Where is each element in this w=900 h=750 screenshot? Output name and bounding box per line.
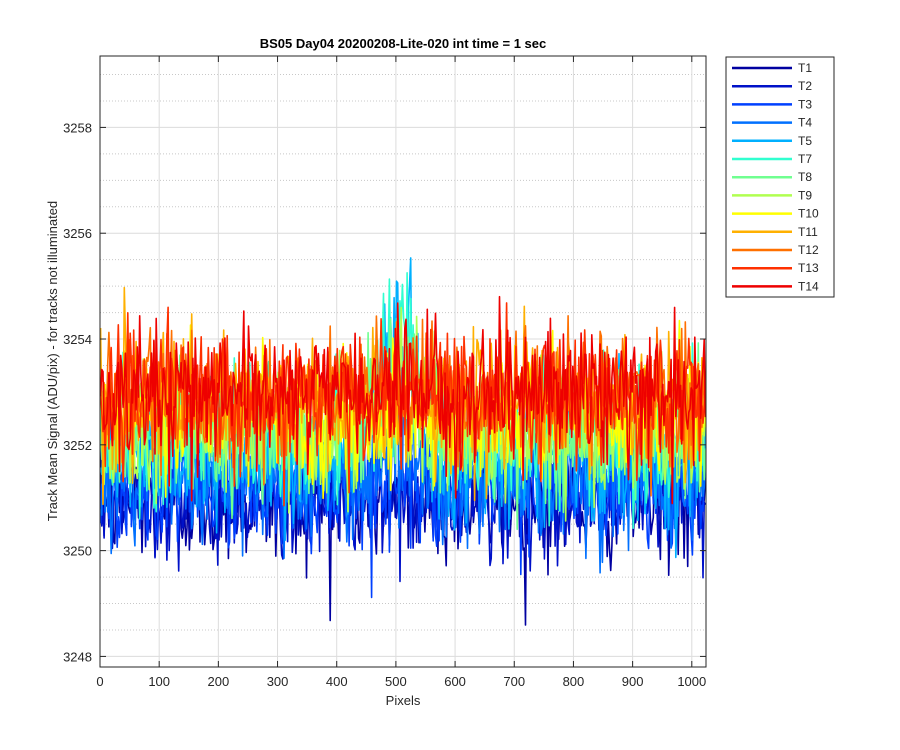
legend-label-t2: T2 — [798, 79, 812, 93]
legend-label-t9: T9 — [798, 188, 812, 202]
x-tick-label: 900 — [622, 674, 644, 689]
x-axis-label: Pixels — [386, 693, 421, 708]
legend-label-t11: T11 — [798, 225, 818, 239]
legend-label-t8: T8 — [798, 170, 812, 184]
legend-label-t7: T7 — [798, 152, 812, 166]
x-tick-label: 200 — [208, 674, 230, 689]
series-layer — [100, 257, 706, 626]
legend-label-t10: T10 — [798, 207, 819, 221]
y-tick-label: 3256 — [63, 226, 92, 241]
legend: T1 T2 T3 T4 T5 T7 T8 T9 T10 T11 T12 T13 T14 — [725, 56, 835, 298]
legend-label-t1: T1 — [798, 61, 812, 75]
legend-label-t4: T4 — [798, 116, 812, 130]
chart-title: BS05 Day04 20200208-Lite-020 int time = … — [260, 36, 547, 51]
series-line-t14 — [100, 295, 706, 505]
legend-label-t5: T5 — [798, 134, 812, 148]
y-tick-label: 3248 — [63, 649, 92, 664]
legend-label-t13: T13 — [798, 261, 819, 275]
legend-label-t14: T14 — [798, 279, 819, 293]
x-tick-label: 700 — [503, 674, 525, 689]
x-tick-label: 600 — [444, 674, 466, 689]
y-tick-label: 3252 — [63, 438, 92, 453]
x-tick-label: 100 — [148, 674, 170, 689]
x-tick-label: 1000 — [677, 674, 706, 689]
y-tick-label: 3258 — [63, 120, 92, 135]
y-tick-label: 3254 — [63, 332, 92, 347]
y-tick-labels: 3248 3250 3252 3254 3256 3258 — [63, 120, 92, 664]
legend-items: T1 T2 T3 T4 T5 T7 T8 T9 T10 T11 T12 T13 T14 — [732, 61, 819, 293]
x-tick-label: 300 — [267, 674, 289, 689]
plot-area — [99, 55, 707, 668]
y-tick-label: 3250 — [63, 544, 92, 559]
x-tick-labels: 0 100 200 300 400 500 600 700 800 900 1000 — [96, 674, 706, 689]
y-axis-label: Track Mean Signal (ADU/pix) - for tracks… — [45, 201, 60, 521]
x-tick-label: 500 — [385, 674, 407, 689]
legend-label-t12: T12 — [798, 243, 819, 257]
legend-label-t3: T3 — [798, 97, 812, 111]
axis-ticks — [99, 56, 706, 667]
x-tick-label: 400 — [326, 674, 348, 689]
x-tick-label: 800 — [563, 674, 585, 689]
x-tick-label: 0 — [96, 674, 103, 689]
plot-frame — [99, 55, 707, 668]
